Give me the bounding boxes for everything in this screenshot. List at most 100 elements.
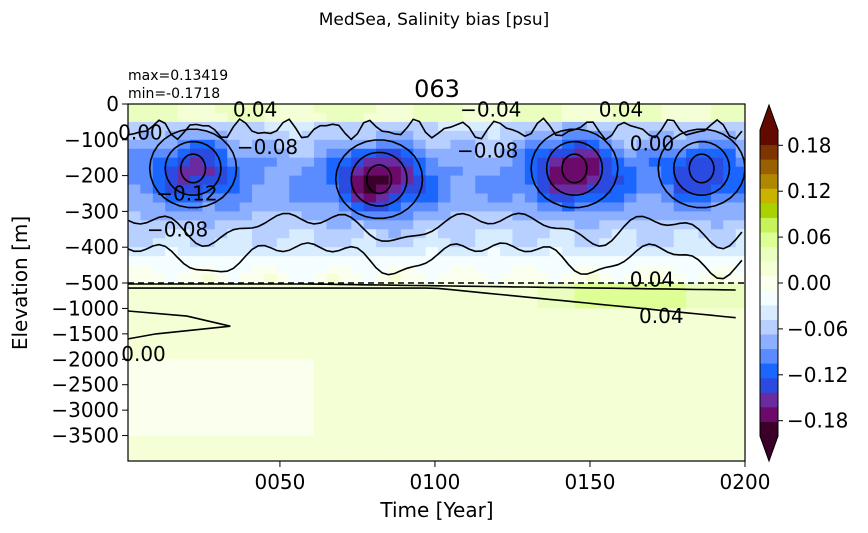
heatmap-cell <box>524 435 538 462</box>
heatmap-cell <box>487 256 501 266</box>
heatmap-cell <box>400 384 414 411</box>
heatmap-cell <box>537 139 551 150</box>
heatmap-cell <box>326 121 340 132</box>
heatmap-cell <box>710 104 724 114</box>
heatmap-cell <box>723 175 737 186</box>
heatmap-cell <box>227 193 241 204</box>
heatmap-cell <box>177 130 191 141</box>
heatmap-cell <box>735 274 746 284</box>
heatmap-cell <box>487 148 501 159</box>
heatmap-cell <box>202 247 216 257</box>
heatmap-cell <box>165 104 179 114</box>
heatmap-cell <box>611 130 625 141</box>
heatmap-cell <box>252 121 266 132</box>
heatmap-cell <box>586 384 600 411</box>
heatmap-cell <box>252 384 266 411</box>
heatmap-cell <box>177 435 191 462</box>
heatmap-cell <box>165 265 179 275</box>
heatmap-cell <box>314 139 328 150</box>
heatmap-cell <box>264 410 278 437</box>
heatmap-cell <box>338 184 352 195</box>
heatmap-cell <box>549 308 563 335</box>
heatmap-cell <box>574 359 588 386</box>
heatmap-cell <box>673 112 687 123</box>
contour-label: 0.00 <box>121 342 166 366</box>
heatmap-cell <box>512 274 526 284</box>
heatmap-cell <box>152 175 166 186</box>
heatmap-cell <box>723 104 737 114</box>
heatmap-cell <box>450 157 464 168</box>
heatmap-cell <box>475 157 489 168</box>
heatmap-cell <box>661 112 675 123</box>
heatmap-cell <box>351 274 365 284</box>
heatmap-cell <box>326 435 340 462</box>
heatmap-cell <box>537 229 551 239</box>
heatmap-cell <box>636 130 650 141</box>
heatmap-cell <box>177 274 191 284</box>
heatmap-cell <box>351 384 365 411</box>
heatmap-cell <box>624 211 638 221</box>
heatmap-cell <box>586 202 600 212</box>
heatmap-cell <box>512 193 526 204</box>
heatmap-cell <box>276 184 290 195</box>
heatmap-cell <box>723 148 737 159</box>
heatmap-cell <box>611 121 625 132</box>
heatmap-cell <box>710 193 724 204</box>
heatmap-cell <box>549 175 563 186</box>
heatmap-cell <box>400 265 414 275</box>
heatmap-cell <box>425 256 439 266</box>
heatmap-cell <box>611 202 625 212</box>
heatmap-cell <box>524 274 538 284</box>
heatmap-cell <box>549 148 563 159</box>
heatmap-cell <box>438 384 452 411</box>
y-tick-label: −200 <box>64 164 119 188</box>
heatmap-cell <box>264 308 278 335</box>
heatmap-cell <box>624 193 638 204</box>
colorbar-tick-label: 0.18 <box>787 133 832 157</box>
heatmap-cell <box>140 148 154 159</box>
heatmap-cell <box>413 166 427 177</box>
heatmap-cell <box>351 256 365 266</box>
heatmap-cell <box>165 333 179 360</box>
heatmap-cell <box>314 410 328 437</box>
heatmap-cell <box>673 157 687 168</box>
heatmap-cell <box>252 193 266 204</box>
heatmap-cell <box>636 274 650 284</box>
heatmap-cell <box>400 193 414 204</box>
heatmap-cell <box>425 410 439 437</box>
heatmap-cell <box>252 157 266 168</box>
heatmap-cell <box>537 247 551 257</box>
heatmap-cell <box>301 308 315 335</box>
heatmap-cell <box>338 121 352 132</box>
heatmap-cell <box>276 104 290 114</box>
heatmap-cell <box>599 229 613 239</box>
heatmap-cell <box>400 148 414 159</box>
heatmap-cell <box>214 410 228 437</box>
heatmap-cell <box>165 238 179 248</box>
heatmap-cell <box>549 410 563 437</box>
heatmap-cell <box>128 256 142 266</box>
heatmap-cell <box>673 166 687 177</box>
heatmap-cell <box>338 139 352 150</box>
heatmap-cell <box>128 333 142 360</box>
heatmap-cell <box>425 202 439 212</box>
heatmap-cell <box>586 238 600 248</box>
heatmap-cell <box>376 157 390 168</box>
heatmap-cell <box>661 410 675 437</box>
heatmap-cell <box>289 184 303 195</box>
heatmap-cell <box>673 211 687 221</box>
heatmap-cell <box>487 157 501 168</box>
heatmap-cell <box>686 157 700 168</box>
heatmap-cell <box>723 308 737 335</box>
heatmap-cell <box>227 283 241 310</box>
contour-line <box>545 140 604 196</box>
heatmap-cell <box>214 274 228 284</box>
heatmap-cell <box>723 435 737 462</box>
heatmap-cell <box>264 148 278 159</box>
heatmap-cell <box>326 139 340 150</box>
min-stat: min=-0.1718 <box>128 86 220 102</box>
y-tick-label: −1500 <box>51 322 119 346</box>
heatmap-cell <box>698 229 712 239</box>
heatmap-cell <box>574 220 588 230</box>
